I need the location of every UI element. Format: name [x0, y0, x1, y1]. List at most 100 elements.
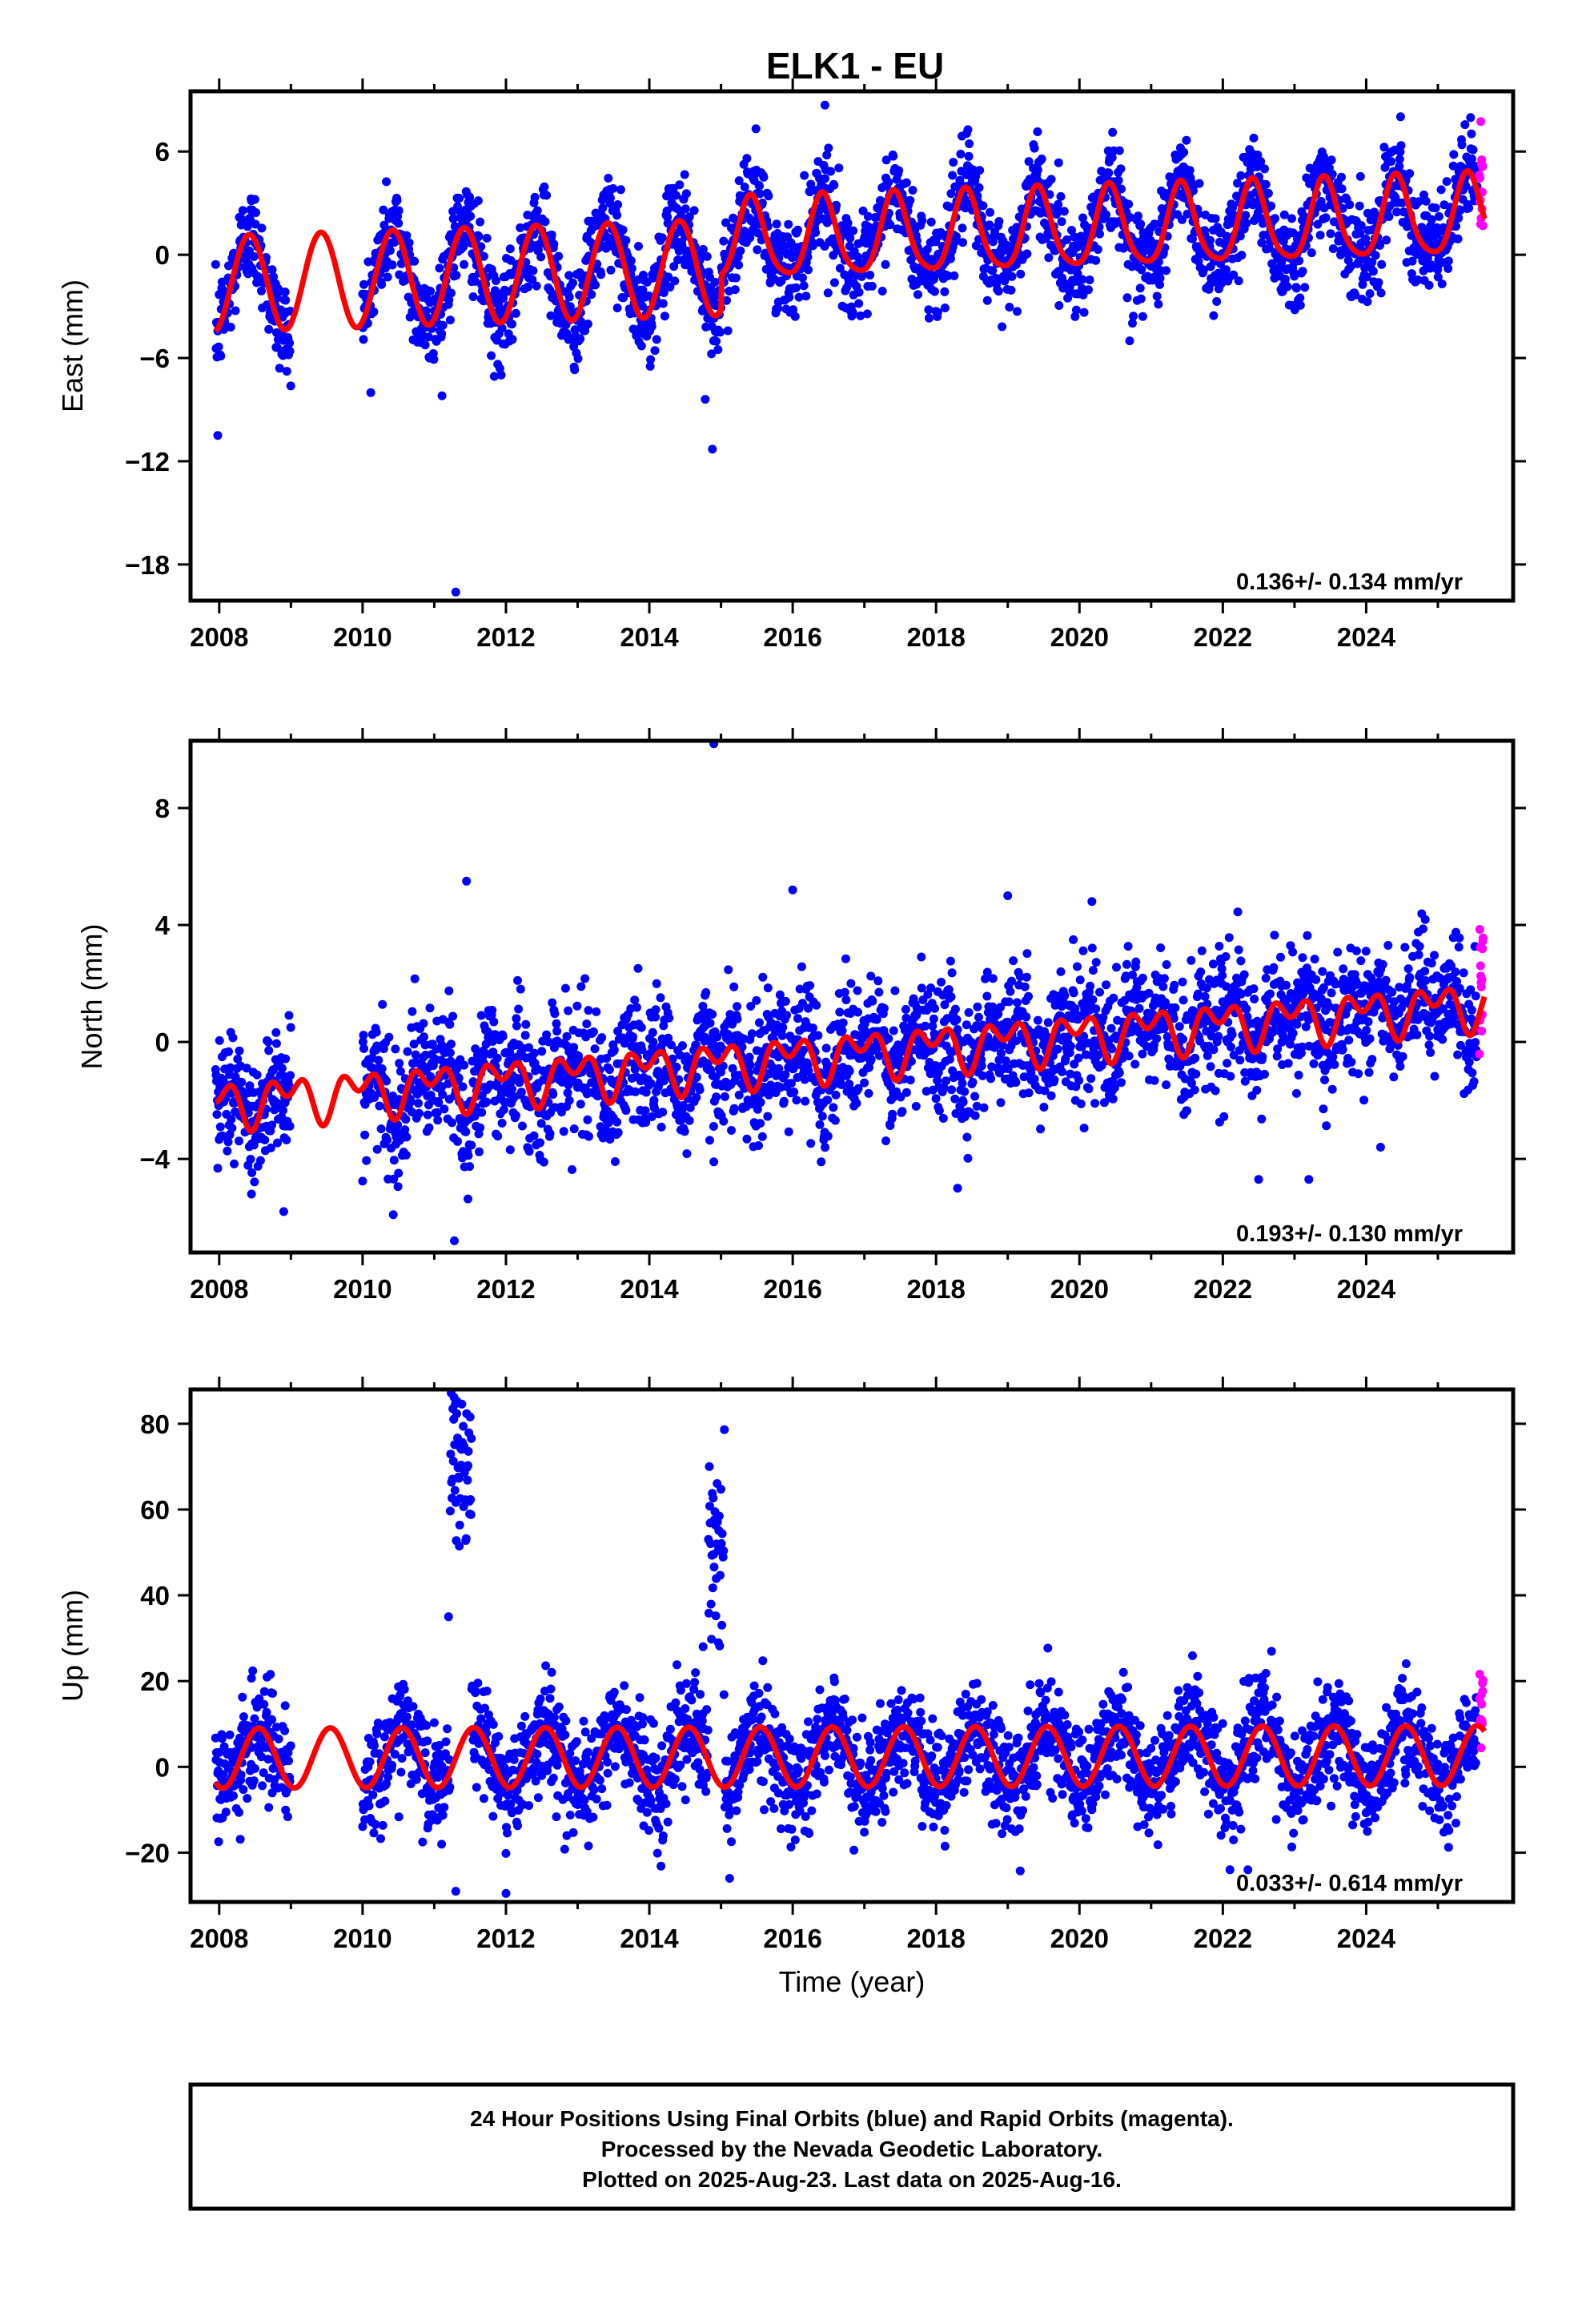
final-point: [1295, 300, 1305, 310]
final-point: [516, 1088, 526, 1097]
final-point: [1085, 275, 1094, 284]
final-point: [548, 1090, 558, 1099]
final-point: [460, 1060, 469, 1070]
final-point: [1006, 285, 1016, 295]
final-point: [1439, 223, 1448, 232]
final-point: [1241, 211, 1251, 220]
final-point: [597, 1033, 607, 1043]
final-point: [1154, 257, 1163, 267]
final-point: [665, 283, 675, 292]
final-point: [419, 1019, 428, 1028]
final-point: [845, 233, 855, 243]
final-point: [488, 1005, 497, 1015]
final-point: [572, 1001, 582, 1011]
final-point: [1110, 1083, 1119, 1092]
final-point: [853, 1007, 862, 1017]
final-point: [1443, 256, 1453, 266]
final-point: [678, 1041, 687, 1051]
final-point: [1191, 1069, 1201, 1079]
final-point: [404, 238, 414, 247]
final-point: [420, 340, 430, 350]
north-panel: 2008 2010 2012 2014 2016 2018 2020 2022 2024840−…: [75, 728, 1526, 1304]
final-point: [1128, 319, 1137, 328]
final-point: [801, 1096, 810, 1106]
final-point: [1123, 942, 1133, 951]
final-point: [1074, 1076, 1084, 1085]
final-point: [1112, 963, 1121, 972]
final-point: [1066, 1042, 1075, 1051]
final-point: [1022, 949, 1032, 959]
x-tick-label: 2016: [763, 622, 821, 652]
final-point: [633, 963, 643, 973]
final-point: [950, 1004, 960, 1014]
final-point: [709, 1040, 719, 1050]
final-point: [845, 1067, 854, 1076]
final-point: [821, 174, 829, 183]
final-point: [788, 253, 797, 263]
final-point: [1006, 987, 1015, 996]
final-point: [708, 444, 717, 454]
final-point: [536, 252, 546, 262]
final-point: [403, 1047, 412, 1056]
final-point: [1108, 1094, 1118, 1104]
final-point: [664, 272, 673, 282]
final-point: [943, 271, 953, 280]
final-point: [908, 186, 917, 195]
final-point: [1235, 231, 1245, 241]
final-point: [804, 265, 813, 275]
final-point: [1327, 170, 1337, 179]
final-point: [988, 266, 998, 275]
final-point: [752, 995, 761, 1005]
final-point: [1070, 312, 1080, 321]
final-point: [592, 1007, 601, 1016]
final-point: [630, 995, 640, 1005]
final-point: [734, 176, 744, 186]
final-point: [1022, 1012, 1031, 1022]
final-point: [524, 282, 532, 292]
final-point: [521, 1019, 531, 1029]
final-point: [707, 349, 717, 359]
final-point: [1211, 1086, 1220, 1096]
final-point: [953, 1025, 962, 1035]
final-point: [740, 183, 749, 191]
final-point: [705, 1019, 715, 1028]
final-point: [263, 1037, 273, 1047]
final-point: [1316, 197, 1326, 206]
final-point: [994, 287, 1003, 296]
final-point: [1182, 1106, 1191, 1116]
final-point: [1300, 283, 1310, 292]
final-point: [952, 231, 961, 241]
y-axis-label: East (mm): [56, 279, 89, 412]
final-point: [1228, 203, 1238, 212]
final-point: [1162, 266, 1171, 275]
final-point: [660, 312, 669, 321]
final-point: [645, 361, 655, 371]
final-point: [651, 1012, 661, 1022]
final-point: [963, 125, 973, 135]
final-point: [901, 1004, 910, 1014]
tick-marks: [178, 78, 1526, 613]
final-point: [524, 1043, 533, 1052]
final-point: [803, 252, 813, 262]
final-point: [269, 272, 279, 282]
final-point: [454, 1073, 464, 1083]
final-point: [852, 1099, 861, 1108]
final-point: [1307, 248, 1316, 258]
final-point: [455, 194, 464, 203]
y-tick-label: 0: [155, 240, 170, 270]
final-point: [1020, 982, 1030, 991]
final-point: [946, 956, 955, 966]
final-point: [791, 283, 801, 292]
final-point: [474, 231, 484, 241]
final-point: [1131, 957, 1141, 967]
final-point: [1050, 1075, 1059, 1084]
final-point: [1355, 171, 1365, 181]
final-point: [1174, 1022, 1184, 1031]
y-tick-label: −12: [125, 447, 170, 476]
final-point: [1137, 265, 1146, 275]
final-point: [1457, 140, 1467, 150]
final-point: [372, 1144, 382, 1154]
final-point: [1084, 1084, 1094, 1094]
final-point: [242, 1063, 251, 1073]
final-point: [737, 1042, 747, 1051]
